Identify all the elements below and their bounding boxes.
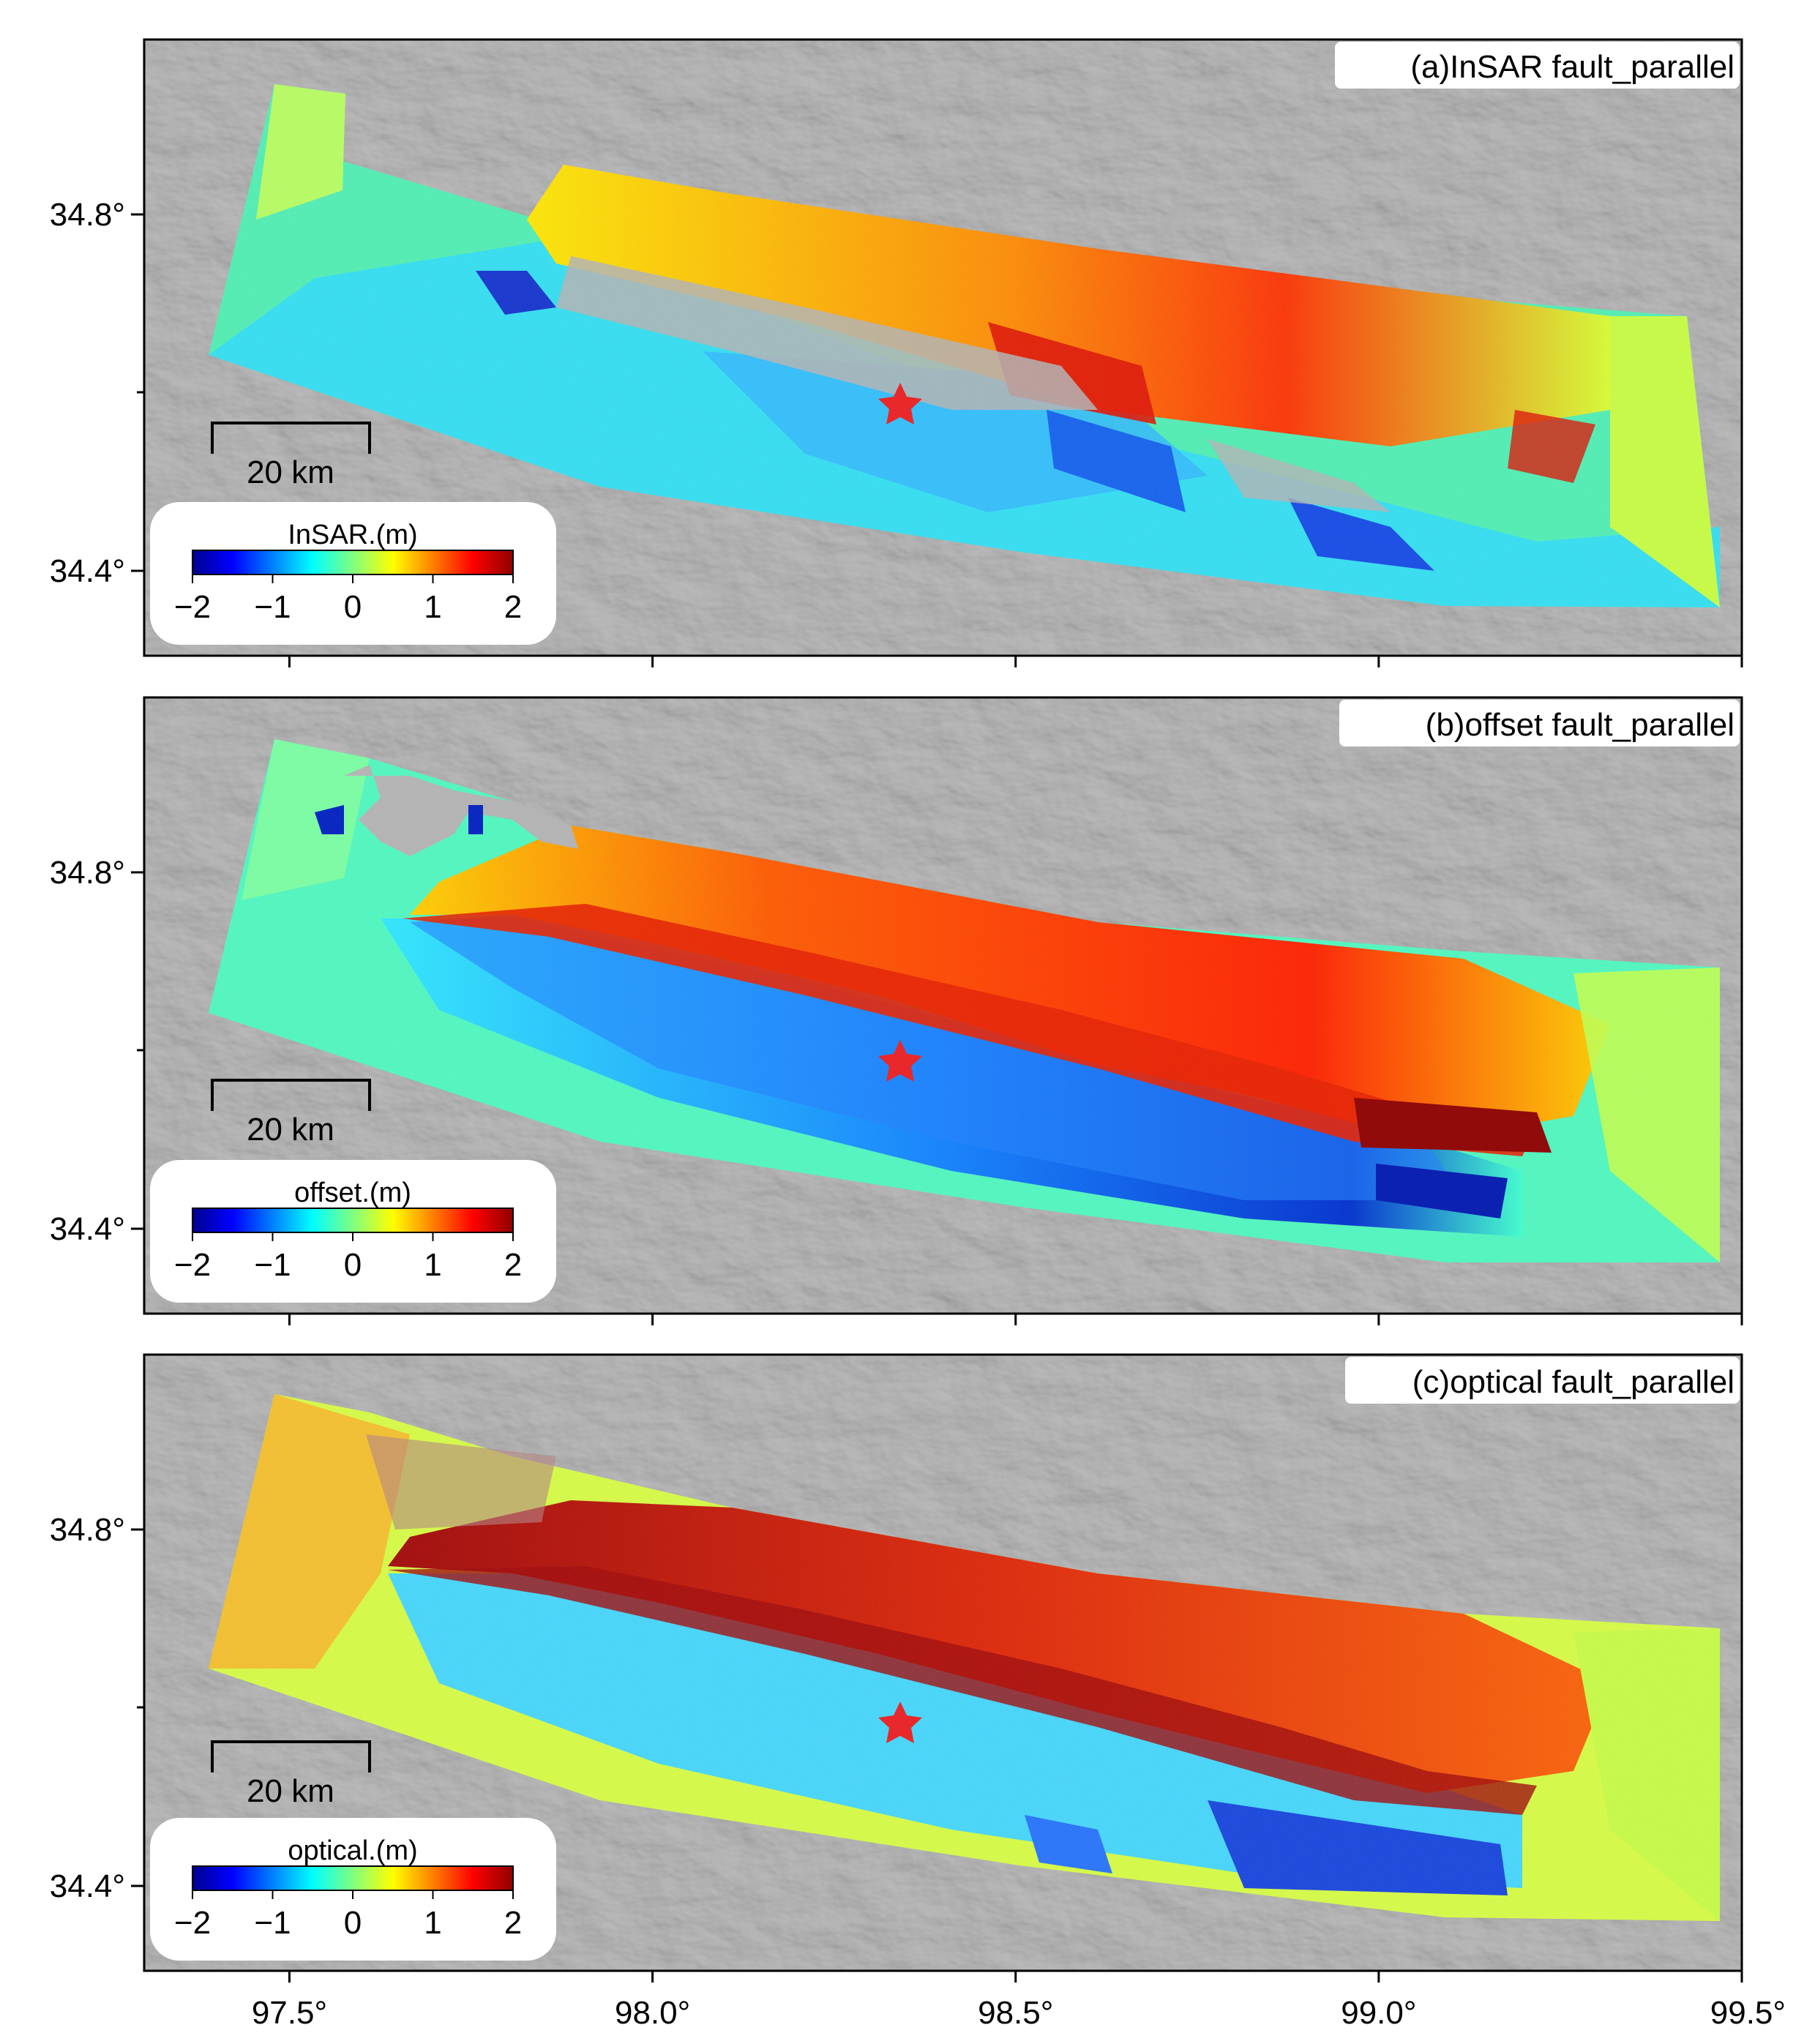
panel-title-box bbox=[1339, 700, 1740, 746]
scale-bar: 20 km bbox=[211, 422, 371, 490]
colorbar-ticks: −2 −1 0 1 2 bbox=[174, 1890, 522, 1941]
colorbar-tick-label: −1 bbox=[254, 589, 291, 625]
panel-frame bbox=[143, 38, 1743, 657]
colorbar-tick-label: 1 bbox=[424, 589, 441, 625]
panel-title-box bbox=[1345, 1357, 1740, 1404]
colorbar-tick-label: 1 bbox=[424, 1247, 441, 1283]
colorbar-tick-label: 0 bbox=[344, 1905, 362, 1941]
lat-tick-label: 34.4° bbox=[50, 1211, 125, 1247]
scale-bar: 20 km bbox=[211, 1740, 371, 1809]
epicenter-star-icon bbox=[878, 1702, 922, 1743]
lat-tick-label: 34.8° bbox=[50, 1512, 125, 1548]
latitude-axis: 34.8° 34.4° bbox=[50, 1512, 144, 1904]
colorbar-tick-label: 2 bbox=[504, 589, 522, 625]
lat-tick-label: 34.4° bbox=[50, 1868, 125, 1904]
longitude-labels: 97.5° 98.0° 98.5° 99.0° 99.5° bbox=[252, 1995, 1786, 2031]
colorbar-label: InSAR.(m) bbox=[288, 520, 417, 550]
longitude-ticks bbox=[288, 1314, 1743, 1325]
panel-title: (b)offset fault_parallel bbox=[1426, 707, 1734, 743]
colorbar-tick-label: 2 bbox=[504, 1247, 522, 1283]
scale-bar-label: 20 km bbox=[247, 1112, 334, 1148]
colorbar bbox=[192, 1865, 514, 1891]
colorbar-ticks: −2 −1 0 1 2 bbox=[174, 574, 522, 625]
lon-tick-label: 99.5° bbox=[1710, 1995, 1786, 2031]
epicenter-star-icon bbox=[878, 383, 922, 424]
colorbar-ticks: −2 −1 0 1 2 bbox=[174, 1232, 522, 1283]
colorbar-legend: offset.(m) −2 −1 0 1 2 bbox=[150, 1160, 556, 1303]
lon-tick-label: 97.5° bbox=[252, 1995, 327, 2031]
panel-a: (a)InSAR fault_parallel 20 km InSAR.(m) … bbox=[50, 38, 1743, 667]
latitude-axis: 34.8° 34.4° bbox=[50, 855, 144, 1247]
lat-tick-label: 34.8° bbox=[50, 197, 125, 233]
colorbar-tick-label: −2 bbox=[174, 1247, 211, 1283]
latitude-axis: 34.8° 34.4° bbox=[50, 197, 144, 589]
panel-title: (a)InSAR fault_parallel bbox=[1410, 49, 1734, 85]
panel-title-box bbox=[1335, 42, 1740, 89]
epicenter-star-icon bbox=[878, 1040, 922, 1082]
colorbar-legend: optical.(m) −2 −1 0 1 2 bbox=[150, 1818, 556, 1961]
colorbar-label: offset.(m) bbox=[294, 1178, 411, 1208]
colorbar-label: optical.(m) bbox=[288, 1835, 417, 1866]
panel-frame bbox=[143, 696, 1743, 1315]
lat-tick-label: 34.8° bbox=[50, 855, 125, 891]
lon-tick-label: 98.0° bbox=[615, 1995, 690, 2031]
panel-frame bbox=[143, 1353, 1743, 1972]
longitude-ticks bbox=[288, 656, 1743, 667]
panel-c: (c)optical fault_parallel 20 km optical.… bbox=[50, 1353, 1743, 1983]
colorbar-tick-label: 0 bbox=[344, 1247, 362, 1283]
lat-tick-label: 34.4° bbox=[50, 553, 125, 589]
scale-bar: 20 km bbox=[211, 1079, 371, 1148]
colorbar-tick-label: 0 bbox=[344, 589, 362, 625]
longitude-ticks bbox=[288, 1971, 1743, 1983]
colorbar-tick-label: −2 bbox=[174, 589, 211, 625]
lon-tick-label: 99.0° bbox=[1341, 1995, 1416, 2031]
colorbar-tick-label: 2 bbox=[504, 1905, 522, 1941]
scale-bar-label: 20 km bbox=[247, 1773, 334, 1809]
colorbar-tick-label: 1 bbox=[424, 1905, 441, 1941]
panel-title: (c)optical fault_parallel bbox=[1412, 1364, 1734, 1400]
scale-bar-label: 20 km bbox=[247, 454, 334, 490]
colorbar bbox=[192, 550, 514, 575]
lon-tick-label: 98.5° bbox=[978, 1995, 1053, 2031]
colorbar-legend: InSAR.(m) −2 −1 0 1 2 bbox=[150, 502, 556, 645]
panel-b: (b)offset fault_parallel 20 km offset.(m… bbox=[50, 696, 1743, 1325]
colorbar-tick-label: −1 bbox=[254, 1247, 291, 1283]
colorbar bbox=[192, 1208, 514, 1233]
colorbar-tick-label: −2 bbox=[174, 1905, 211, 1941]
colorbar-tick-label: −1 bbox=[254, 1905, 291, 1941]
